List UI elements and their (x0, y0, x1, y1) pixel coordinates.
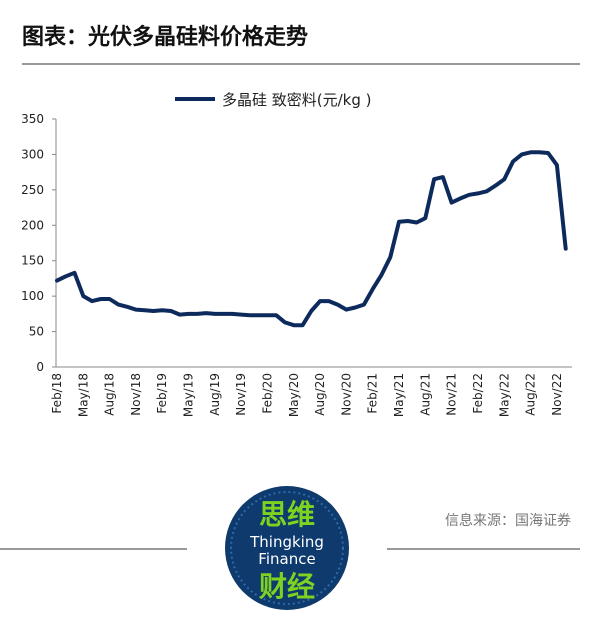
x-tick-label: Nov/21 (445, 373, 459, 416)
logo-text: Finance (258, 550, 315, 568)
x-tick-label: Nov/19 (234, 373, 248, 416)
logo-ring (230, 491, 344, 605)
x-tick-label: May/21 (392, 373, 406, 417)
source: 信息来源：国海证券 (445, 512, 571, 529)
line (55, 150, 568, 328)
x-tick-label: Aug/18 (103, 373, 117, 416)
x-tick-label: Aug/19 (208, 373, 222, 416)
x-tick-label: Feb/18 (50, 373, 64, 414)
x-tick-label: May/20 (287, 373, 301, 417)
x-tick-label: May/19 (182, 373, 196, 417)
x-tick-label: Feb/20 (260, 373, 274, 414)
y-tick-label: 250 (21, 183, 44, 197)
y-tick-label: 350 (21, 112, 44, 126)
logo-circle (225, 486, 349, 610)
x-tick-label: May/22 (497, 373, 511, 417)
logo-text: 财经 (259, 570, 315, 603)
x-tick-label: Feb/21 (366, 373, 380, 414)
y-tick-label: 200 (21, 218, 44, 232)
x-tick-label: Feb/19 (155, 373, 169, 414)
x-tick-label: Nov/22 (550, 373, 564, 416)
y-tick-label: 0 (36, 360, 44, 374)
y-tick-label: 300 (21, 147, 44, 161)
x-tick-label: Nov/18 (129, 373, 143, 416)
x-tick-label: May/18 (76, 373, 90, 417)
logo-text: Thingking (249, 533, 324, 551)
logo-text: 思维 (259, 498, 315, 531)
legend-label: 多晶硅 致密料(元/kg ) (222, 91, 372, 109)
y-tick-label: 150 (21, 254, 44, 268)
x-tick-label: Aug/20 (313, 373, 327, 416)
y-tick-label: 100 (21, 289, 44, 303)
logo: 思维 Thingking Finance 财经 (225, 486, 349, 610)
x-tick-label: Nov/20 (339, 373, 353, 416)
y-tick-label: 50 (29, 325, 44, 339)
x-tick-label: Aug/22 (524, 373, 538, 416)
x-tick-label: Feb/22 (471, 373, 485, 414)
chart-title: 图表：光伏多晶硅料价格走势 (22, 24, 308, 50)
x-tick-label: Aug/21 (418, 373, 432, 416)
